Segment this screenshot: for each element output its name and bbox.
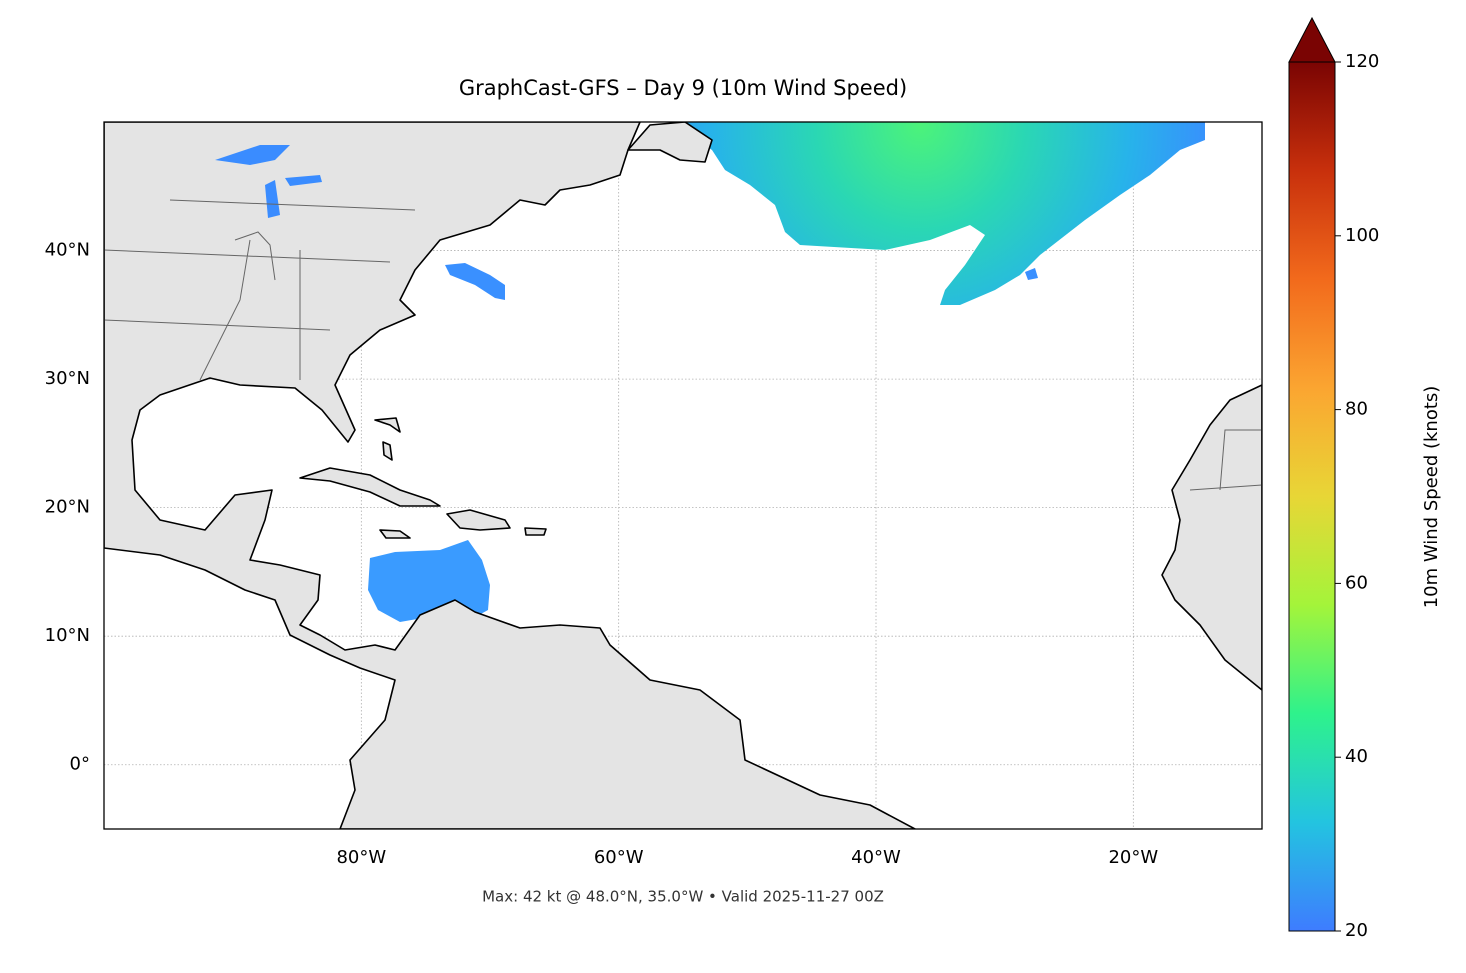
y-tick-label: 40°N: [45, 240, 90, 261]
cuba: [299, 467, 441, 507]
colorbar-tick-label: 60: [1345, 572, 1368, 593]
hispaniola: [446, 509, 511, 531]
wind-field: [685, 122, 1205, 305]
chart-title: GraphCast-GFS – Day 9 (10m Wind Speed): [459, 76, 907, 100]
north-south-america: [104, 122, 916, 829]
x-tick-label: 20°W: [1108, 847, 1158, 868]
plot-frame: [103, 121, 1263, 830]
wind-field: [368, 540, 490, 622]
great-lakes-shore: [234, 231, 276, 281]
x-tick-label: 60°W: [594, 847, 644, 868]
colorbar-tick-label: 100: [1345, 225, 1379, 246]
wind-field: [215, 145, 322, 218]
y-tick-label: 0°: [70, 754, 90, 775]
newfoundland: [627, 122, 713, 163]
colorbar-scale: [1288, 61, 1336, 932]
annotation: Max: 42 kt @ 48.0°N, 35.0°W • Valid 2025…: [482, 888, 884, 906]
colorbar-tick-label: 40: [1345, 746, 1368, 767]
colorbar: 20 40 60 80 100 120: [1288, 16, 1379, 941]
colorbar-label: 10m Wind Speed (knots): [1421, 386, 1442, 609]
puerto-rico: [524, 527, 547, 536]
y-tick-label: 30°N: [45, 368, 90, 389]
colorbar-tick-label: 80: [1345, 399, 1368, 420]
wind-field: [445, 263, 505, 300]
x-tick-label: 40°W: [851, 847, 901, 868]
jamaica: [379, 529, 411, 539]
wind-field: [1025, 268, 1038, 280]
colorbar-tick-label: 120: [1345, 51, 1379, 72]
ticks: 80°W 60°W 40°W 20°W 0° 10°N 20°N 30°N 40°N: [45, 240, 1159, 868]
colorbar-tick-label: 20: [1345, 920, 1368, 941]
y-tick-label: 20°N: [45, 497, 90, 518]
africa: [1161, 384, 1262, 691]
map-area: [104, 122, 1262, 829]
x-tick-label: 80°W: [336, 847, 386, 868]
bahamas: [374, 417, 401, 461]
colorbar-extend: [1288, 16, 1336, 63]
y-tick-label: 10°N: [45, 625, 90, 646]
border: [104, 199, 1262, 491]
